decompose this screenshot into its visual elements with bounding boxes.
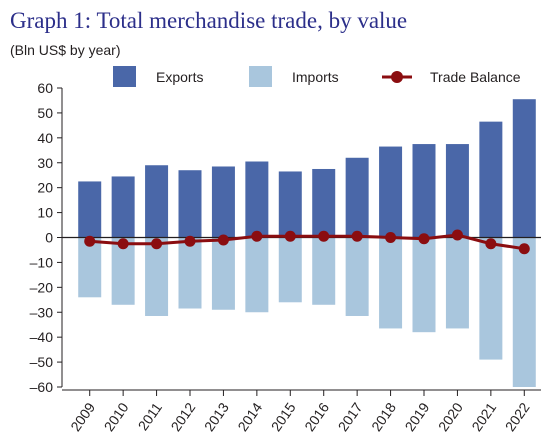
exports-bar: [312, 168, 336, 238]
x-tick-label: 2013: [201, 399, 232, 434]
y-tick-label: –40: [30, 329, 54, 345]
imports-bar: [78, 237, 102, 298]
exports-bar: [78, 181, 102, 238]
trade-balance-point: [151, 238, 163, 250]
imports-bar: [412, 237, 436, 333]
y-tick-label: 10: [37, 205, 53, 221]
legend-balance-marker: [391, 71, 403, 83]
trade-balance-point: [184, 235, 196, 247]
y-tick-label: 30: [37, 155, 53, 171]
imports-bar: [245, 237, 269, 313]
imports-bar: [111, 237, 135, 305]
imports-bar: [379, 237, 403, 329]
y-tick-label: –30: [30, 304, 54, 320]
exports-bar: [512, 99, 536, 238]
x-tick-label: 2017: [335, 399, 366, 434]
exports-bar: [145, 165, 169, 238]
trade-balance-point: [418, 233, 430, 245]
y-tick-label: –60: [30, 379, 54, 395]
imports-bar: [211, 237, 235, 310]
x-tick-label: 2016: [301, 399, 332, 434]
x-tick-label: 2019: [401, 399, 432, 434]
trade-balance-line: [89, 233, 525, 251]
y-tick-label: –50: [30, 354, 54, 370]
y-tick-label: 60: [37, 80, 53, 96]
x-tick-label: 2009: [67, 399, 98, 434]
exports-bar: [412, 144, 436, 238]
imports-bar: [145, 237, 169, 316]
exports-bar: [278, 171, 302, 238]
exports-bar: [445, 144, 469, 238]
x-tick-label: 2020: [435, 399, 466, 434]
imports-bar: [312, 237, 336, 305]
legend-imports-swatch: [249, 66, 272, 87]
y-tick-label: –10: [30, 254, 54, 270]
trade-balance-point: [351, 230, 363, 242]
legend-exports-swatch: [113, 66, 136, 87]
exports-bar: [178, 170, 202, 238]
x-tick-label: 2015: [268, 399, 299, 434]
y-tick-label: –20: [30, 279, 54, 295]
trade-balance-point: [518, 243, 530, 255]
trade-balance-point: [451, 229, 463, 241]
exports-bar: [211, 166, 235, 238]
y-tick-label: 40: [37, 130, 53, 146]
trade-balance-point: [318, 230, 330, 242]
legend-balance-label: Trade Balance: [430, 69, 521, 85]
imports-bar: [345, 237, 369, 316]
trade-balance-point: [485, 238, 497, 250]
y-tick-label: 20: [37, 180, 53, 196]
exports-bar: [479, 121, 503, 238]
x-tick-label: 2021: [468, 399, 499, 434]
y-tick-label: 50: [37, 105, 53, 121]
exports-bar: [245, 161, 269, 238]
trade-balance-point: [217, 234, 229, 246]
chart-subtitle: (Bln US$ by year): [10, 42, 121, 58]
imports-bar: [479, 237, 503, 360]
x-tick-label: 2014: [234, 399, 265, 434]
x-tick-label: 2022: [502, 399, 533, 434]
x-tick-label: 2018: [368, 399, 399, 434]
x-tick-label: 2012: [167, 399, 198, 434]
exports-bar: [111, 176, 135, 238]
imports-bar: [178, 237, 202, 309]
imports-bar: [445, 237, 469, 329]
legend-imports-label: Imports: [292, 69, 339, 85]
chart-title: Graph 1: Total merchandise trade, by val…: [10, 8, 408, 33]
exports-bar: [345, 157, 369, 238]
x-tick-label: 2011: [135, 399, 165, 433]
trade-balance-point: [284, 230, 296, 242]
x-tick-label: 2010: [101, 399, 132, 434]
legend-exports-label: Exports: [156, 69, 203, 85]
trade-balance-point: [84, 235, 96, 247]
trade-balance-point: [385, 232, 397, 243]
imports-bar: [278, 237, 302, 303]
y-tick-label: 0: [45, 230, 53, 246]
trade-balance-point: [117, 238, 129, 250]
exports-bar: [379, 146, 403, 238]
imports-bar: [512, 237, 536, 387]
trade-balance-point: [251, 230, 263, 242]
